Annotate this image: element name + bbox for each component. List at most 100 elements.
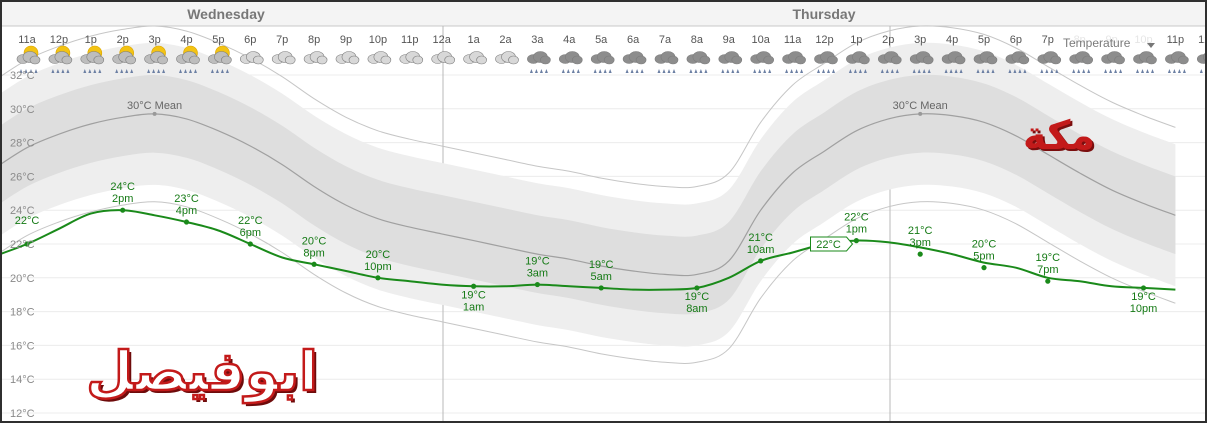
y-tick-label: 18°C xyxy=(10,307,35,319)
raindrop-icon xyxy=(1119,69,1123,73)
partly-sunny-icon xyxy=(16,45,41,73)
raindrop-icon xyxy=(1177,69,1181,73)
cloud-puff-icon xyxy=(29,55,41,65)
cloud-puff-icon xyxy=(157,55,168,65)
watermark-author-text: ابوفيصل xyxy=(86,340,317,403)
raindrop-icon xyxy=(1055,69,1059,73)
raindrop-icon xyxy=(1045,69,1049,73)
raindrop-icon xyxy=(736,69,740,73)
raindrop-icon xyxy=(917,69,921,73)
temperature-point xyxy=(694,285,700,291)
temperature-point xyxy=(534,281,541,288)
temperature-time-label: 1pm xyxy=(846,224,867,236)
y-tick-label: 28°C xyxy=(10,138,35,150)
raindrop-icon xyxy=(179,69,182,73)
hour-label: 4a xyxy=(563,34,576,46)
raindrop-icon xyxy=(625,69,629,73)
raindrop-icon xyxy=(976,69,980,73)
temperature-time-label: 10pm xyxy=(1130,303,1158,315)
temperature-point xyxy=(311,261,317,267)
y-tick-label: 30°C xyxy=(10,104,35,116)
temperature-value-label: 22°C xyxy=(238,215,263,227)
raindrop-icon xyxy=(667,69,671,73)
hour-label: 6p xyxy=(1010,34,1022,46)
raindrop-icon xyxy=(1018,69,1022,73)
raindrop-icon xyxy=(704,69,708,73)
raindrop-icon xyxy=(1008,69,1012,73)
raindrop-icon xyxy=(763,69,767,73)
cloudy-rain-icon xyxy=(846,51,870,73)
temperature-point xyxy=(758,258,764,264)
measure-dropdown[interactable]: Temperature xyxy=(1060,35,1158,51)
cloudy-rain-icon xyxy=(1197,53,1205,73)
raindrop-icon xyxy=(561,69,565,73)
raindrop-icon xyxy=(152,69,156,73)
raindrop-icon xyxy=(1087,69,1091,73)
raindrop-icon xyxy=(194,69,197,73)
raindrop-icon xyxy=(34,69,38,73)
hour-label: 10a xyxy=(752,34,771,46)
cloud-puff-icon xyxy=(699,55,711,65)
raindrop-icon xyxy=(986,69,990,73)
cloudy-rain-icon xyxy=(973,51,998,73)
cloud-puff-icon xyxy=(1018,55,1030,65)
cloudy-rain-icon xyxy=(1133,51,1157,73)
raindrop-icon xyxy=(1146,69,1149,73)
cloud-puff-icon xyxy=(316,55,328,65)
raindrop-icon xyxy=(184,69,187,73)
raindrop-icon xyxy=(630,69,634,73)
cloudy-icon xyxy=(240,51,264,65)
raindrop-icon xyxy=(1072,69,1076,73)
raindrop-icon xyxy=(1172,69,1176,73)
temperature-time-label: 10pm xyxy=(364,261,392,273)
raindrop-icon xyxy=(721,69,725,73)
temperature-time-label: 4pm xyxy=(176,205,197,217)
mean-temperature-layer: 30°C Mean 30°C Mean xyxy=(2,100,1176,277)
y-tick-label: 14°C xyxy=(10,374,35,386)
watermark-city: مكة مكة xyxy=(1023,113,1097,161)
temperature-value-label: 20°C xyxy=(302,235,327,247)
raindrop-icon xyxy=(61,69,65,73)
temperature-point xyxy=(120,207,126,213)
cloudy-rain-icon xyxy=(782,51,806,73)
temperature-value-label: 19°C xyxy=(589,259,614,271)
mean-peak-label: 30°C Mean xyxy=(127,100,182,112)
raindrop-icon xyxy=(29,69,33,73)
cloud-puff-icon xyxy=(1178,55,1189,65)
temperature-value-label: 24°C xyxy=(110,181,135,193)
hour-label: 11p xyxy=(1167,34,1185,46)
current-value-marker xyxy=(810,236,854,252)
raindrop-icon xyxy=(1136,69,1139,73)
hour-label: 9a xyxy=(723,34,736,46)
raindrop-icon xyxy=(162,69,166,73)
hour-label: 7p xyxy=(276,34,288,46)
cloud-puff-icon xyxy=(508,55,519,65)
raindrop-icon xyxy=(822,69,825,73)
raindrop-icon xyxy=(922,69,926,73)
watermark-author-shadow: ابوفيصل xyxy=(89,343,320,406)
temperature-value-label: 23°C xyxy=(174,193,199,205)
watermark-city-text: مكة xyxy=(1023,113,1095,159)
raindrop-icon xyxy=(949,69,953,73)
cloudy-icon xyxy=(271,51,296,65)
hour-label: 7a xyxy=(659,34,672,46)
raindrop-icon xyxy=(593,69,597,73)
hour-label: 12p xyxy=(50,34,68,46)
raindrop-icon xyxy=(991,69,995,73)
cloud-puff-icon xyxy=(125,55,136,65)
cloud-puff-icon xyxy=(1050,55,1062,65)
raindrop-icon xyxy=(1082,69,1086,73)
cloud-puff-icon xyxy=(348,55,360,65)
cloud-puff-icon xyxy=(890,55,902,65)
cloud-puff-icon xyxy=(61,55,73,65)
day-header: Wednesday Thursday xyxy=(2,2,1205,27)
hour-axis-labels: 11a 12p 1p 2p 3p 4p 5p 6p 7p 8p 9p 10p 11p 12a 1a 2a 3a 4… xyxy=(18,34,1205,46)
cloudy-rain-icon xyxy=(1165,51,1189,73)
partly-sunny-icon xyxy=(208,45,232,73)
temperature-value-label: 22°C xyxy=(844,212,869,224)
raindrop-icon xyxy=(225,69,229,73)
hour-label: 11a xyxy=(18,34,36,46)
day-label-thursday: Thursday xyxy=(792,6,855,22)
current-value-text: 22°C xyxy=(816,239,841,251)
